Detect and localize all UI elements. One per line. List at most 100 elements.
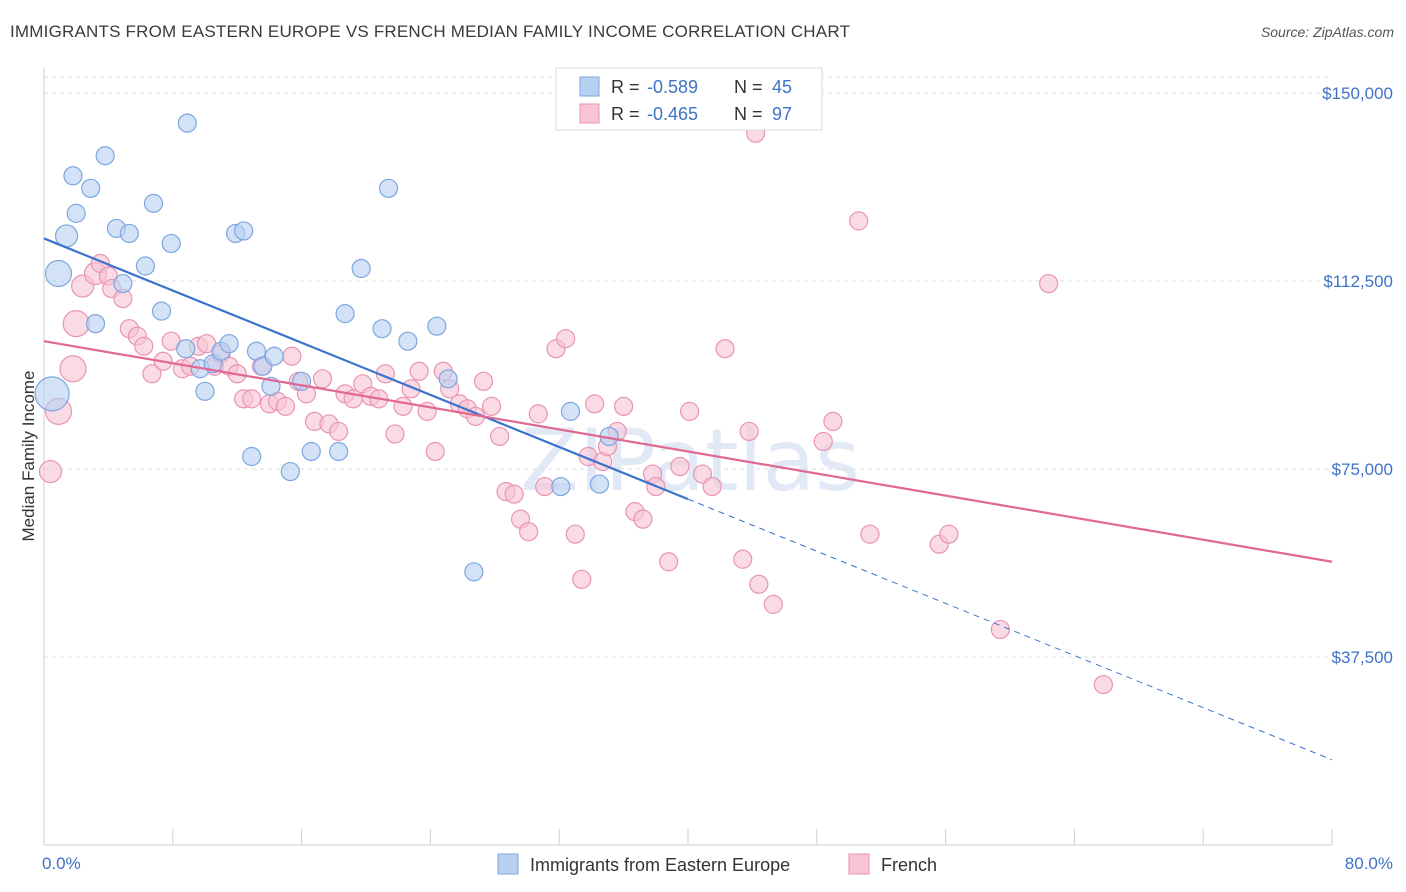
eastern-europe-point xyxy=(335,304,355,324)
eastern-europe-point xyxy=(242,446,262,467)
french-point xyxy=(702,476,722,497)
french-point xyxy=(939,524,959,544)
french-point xyxy=(813,431,833,452)
eastern-europe-point xyxy=(589,474,610,494)
x-tick-label: 0.0% xyxy=(42,854,81,873)
french-point xyxy=(556,329,576,349)
eastern-europe-point xyxy=(95,146,115,166)
eastern-europe-point xyxy=(292,371,312,391)
eastern-europe-point xyxy=(234,221,254,241)
french-point xyxy=(528,404,548,424)
french-point xyxy=(59,355,87,383)
eastern-europe-point xyxy=(135,256,156,276)
french-point xyxy=(572,569,592,589)
y-tick-label: $75,000 xyxy=(1332,460,1393,479)
french-point xyxy=(393,396,413,416)
eastern-europe-point xyxy=(398,331,418,351)
french-point xyxy=(62,310,90,338)
y-tick-labels: $37,500 $75,000 $112,500 $150,000 xyxy=(1322,84,1393,667)
french-point xyxy=(715,339,735,359)
eastern-europe-point xyxy=(119,223,139,244)
chart-title: IMMIGRANTS FROM EASTERN EUROPE VS FRENCH… xyxy=(10,22,851,41)
source-credit: Source: ZipAtlas.com xyxy=(1260,24,1394,40)
french-point xyxy=(519,522,539,542)
french-point xyxy=(142,364,162,384)
legend-n-value-blue: 45 xyxy=(772,77,792,97)
eastern-europe-point xyxy=(464,562,484,582)
legend-r-label-blue: R = xyxy=(611,77,640,97)
legend-top: R = -0.589 N = 45 R = -0.465 N = 97 xyxy=(555,67,823,131)
legend-bottom-label-blue: Immigrants from Eastern Europe xyxy=(530,855,790,875)
legend-r-value-pink: -0.465 xyxy=(647,104,698,124)
eastern-europe-point xyxy=(195,381,215,401)
french-point xyxy=(535,476,555,497)
legend-bottom-swatch-blue xyxy=(497,853,519,875)
eastern-europe-point xyxy=(301,441,321,462)
french-point xyxy=(473,371,494,391)
eastern-europe-point xyxy=(81,178,101,198)
french-point xyxy=(680,401,700,421)
axes xyxy=(43,68,1333,846)
eastern-europe-point xyxy=(551,476,571,497)
legend-n-label-blue: N = xyxy=(734,77,763,97)
french-point xyxy=(490,426,510,447)
eastern-europe-trend-line xyxy=(43,237,689,501)
eastern-europe-point xyxy=(44,259,73,288)
legend-bottom: Immigrants from Eastern Europe French xyxy=(497,853,937,875)
french-point xyxy=(312,369,333,389)
eastern-europe-point xyxy=(176,339,196,359)
eastern-europe-points xyxy=(34,113,619,582)
french-point xyxy=(329,421,349,442)
legend-top-box xyxy=(555,67,823,131)
legend-top-swatch-blue xyxy=(579,76,600,97)
y-tick-label: $150,000 xyxy=(1322,84,1393,103)
french-point xyxy=(585,394,605,414)
trend-lines xyxy=(43,237,1333,761)
eastern-europe-point xyxy=(219,334,239,354)
eastern-europe-point xyxy=(63,166,83,186)
french-point xyxy=(481,396,502,416)
french-point xyxy=(425,441,445,462)
french-point xyxy=(1093,674,1113,695)
french-point xyxy=(565,524,585,544)
eastern-europe-point xyxy=(34,376,70,412)
eastern-europe-trend-extension xyxy=(687,498,1333,761)
eastern-europe-point xyxy=(66,203,86,223)
legend-r-value-blue: -0.589 xyxy=(647,77,698,97)
eastern-europe-point xyxy=(427,316,447,336)
french-point xyxy=(749,574,769,594)
eastern-europe-point xyxy=(378,178,399,198)
french-point xyxy=(659,552,679,572)
y-tick-label: $112,500 xyxy=(1323,272,1393,291)
x-tick-labels: 0.0% 80.0% xyxy=(42,854,1393,873)
eastern-europe-point xyxy=(85,314,106,334)
eastern-europe-point xyxy=(161,233,181,254)
eastern-europe-point xyxy=(143,193,164,213)
french-point xyxy=(670,456,690,477)
french-point xyxy=(613,396,634,416)
eastern-europe-point xyxy=(177,113,197,133)
french-point xyxy=(763,594,783,614)
french-point xyxy=(633,509,653,529)
french-point xyxy=(409,361,429,381)
french-point xyxy=(823,411,843,432)
y-tick-label: $37,500 xyxy=(1332,648,1393,667)
french-point xyxy=(860,524,880,544)
eastern-europe-point xyxy=(329,441,349,462)
french-point xyxy=(733,549,753,569)
eastern-europe-point xyxy=(351,258,371,279)
eastern-europe-point xyxy=(280,461,300,482)
eastern-europe-point xyxy=(113,273,133,294)
watermark: ZIPatlas xyxy=(520,411,860,511)
legend-n-label-pink: N = xyxy=(734,104,763,124)
eastern-europe-point xyxy=(372,319,392,339)
eastern-europe-point xyxy=(438,369,458,389)
french-point xyxy=(1039,273,1059,294)
legend-bottom-swatch-pink xyxy=(848,853,870,875)
watermark-text: ZIPatlas xyxy=(520,411,860,511)
french-point xyxy=(38,459,63,484)
french-point xyxy=(282,346,302,366)
french-point xyxy=(504,484,524,504)
eastern-europe-point xyxy=(560,401,581,421)
